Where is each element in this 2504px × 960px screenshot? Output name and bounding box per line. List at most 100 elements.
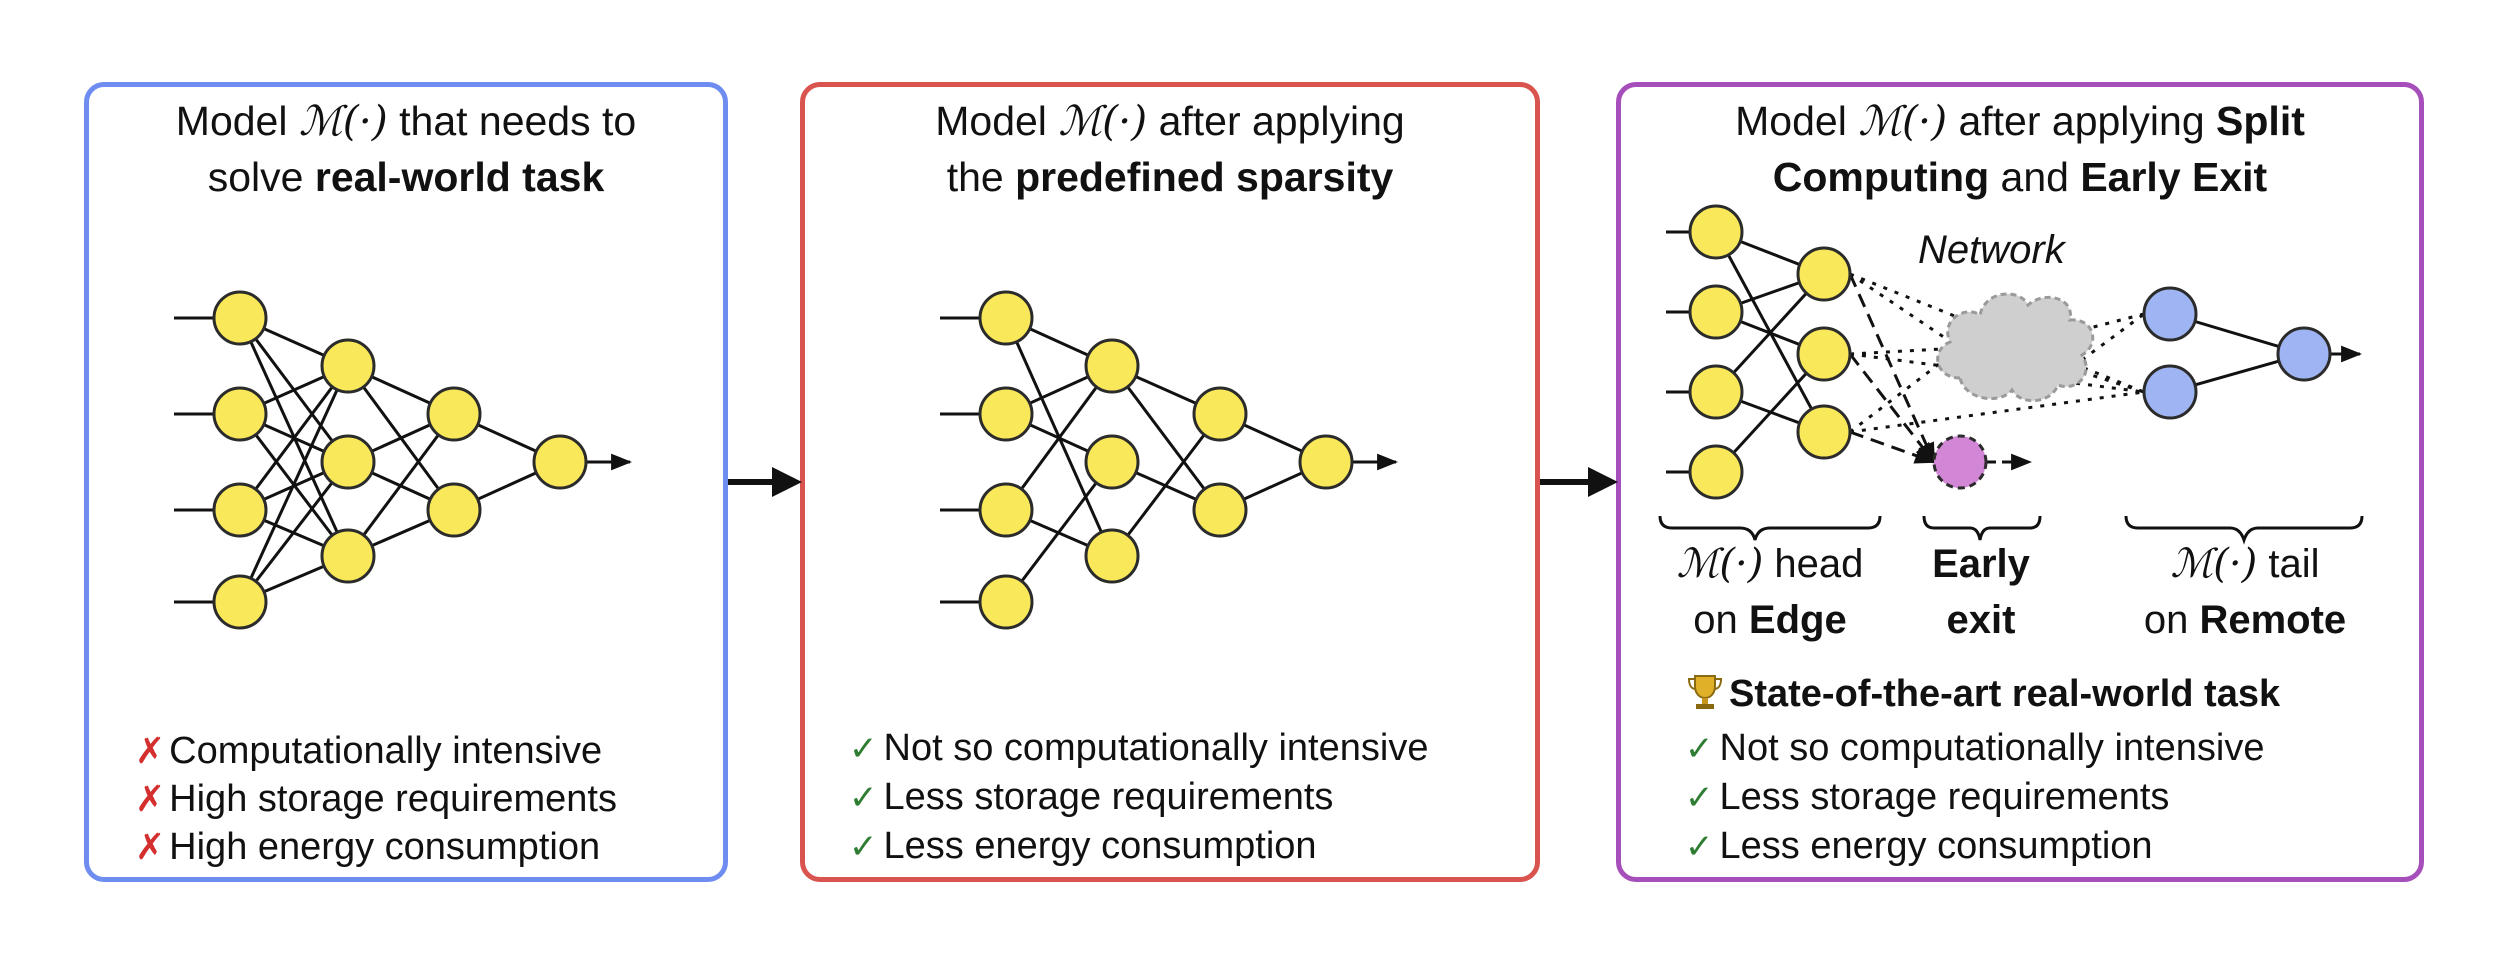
- panel-title-split: Model ℳ(·) after applying Split Computin…: [1621, 93, 2419, 205]
- title-text: solve: [207, 154, 315, 200]
- list-item: ✗ High energy consumption: [135, 823, 617, 871]
- neuron: [1688, 364, 1744, 420]
- early-exit-edge: [1848, 353, 1936, 464]
- cross-icon: ✗: [135, 826, 166, 867]
- brace-head: [1658, 515, 1882, 541]
- title-text: Model: [175, 98, 299, 144]
- list-item-text: Not so computationally intensive: [883, 727, 1429, 769]
- network-link: [1849, 390, 2145, 434]
- list-item-text: Less energy consumption: [1719, 825, 2153, 867]
- label-bold-text: Early: [1932, 542, 2030, 586]
- neuron: [1084, 338, 1140, 394]
- network-link: [2081, 312, 2145, 362]
- neuron: [1192, 482, 1248, 538]
- panel-title-sparse: Model ℳ(·) after applying the predefined…: [805, 93, 1535, 205]
- brace-early-exit: [1922, 515, 2042, 541]
- neuron: [212, 386, 268, 442]
- neuron: [1796, 404, 1852, 460]
- list-item: ✓ Not so computationally intensive: [849, 724, 1428, 773]
- connection-edge: [1004, 365, 1114, 511]
- connection-edge: [346, 413, 456, 557]
- list-item-text: Computationally intensive: [169, 730, 603, 772]
- title-text: that needs to: [387, 98, 637, 144]
- list-item: ✓ Less storage requirements: [1685, 773, 2280, 822]
- neuron: [978, 574, 1034, 630]
- connection-edge: [1110, 365, 1222, 511]
- neuron: [1192, 386, 1248, 442]
- list-item: ✗ Computationally intensive: [135, 727, 617, 775]
- neuron: [426, 482, 482, 538]
- list-item-text: Less storage requirements: [883, 776, 1334, 818]
- connection-edge: [1110, 413, 1222, 557]
- brace-tail: [2124, 515, 2364, 545]
- list-item-text: Less storage requirements: [1719, 776, 2170, 818]
- list-item: ✓ Not so computationally intensive: [1685, 724, 2280, 773]
- cross-icon: ✗: [135, 730, 166, 771]
- model-symbol: ℳ(·): [298, 97, 388, 145]
- title-bold-text: real-world task: [314, 154, 605, 200]
- model-symbol: ℳ(·): [2170, 541, 2258, 587]
- benefits-list: ✓ Not so computationally intensive ✓ Less …: [849, 724, 1428, 871]
- neuron: [426, 386, 482, 442]
- remote-neuron: [2142, 286, 2198, 342]
- neuron: [1084, 434, 1140, 490]
- check-icon: ✓: [849, 779, 878, 817]
- list-item: ✓ Less energy consumption: [1685, 822, 2280, 871]
- list-item: ✓ Less storage requirements: [849, 773, 1428, 822]
- network-link: [1849, 352, 2145, 394]
- early-exit-neuron: [1932, 434, 1988, 490]
- cross-icon: ✗: [135, 778, 166, 819]
- panel-original-model: Model ℳ(·) that needs to solve real-worl…: [84, 82, 728, 882]
- neuron: [978, 290, 1034, 346]
- neuron: [1796, 326, 1852, 382]
- list-item-highlight: State-of-the-art real-world task: [1685, 670, 2280, 724]
- title-bold-text: Split: [2216, 98, 2305, 144]
- neuron: [1688, 284, 1744, 340]
- network-label: Network: [1918, 228, 2065, 272]
- panel-split-computing: Model ℳ(·) after applying Split Computin…: [1616, 82, 2424, 882]
- neural-networks: [174, 204, 2363, 630]
- remote-neuron: [2276, 326, 2332, 382]
- neuron: [978, 386, 1034, 442]
- connection-edge: [238, 461, 350, 603]
- neuron: [1298, 434, 1354, 490]
- connection-edge: [238, 365, 350, 603]
- drawbacks-list: ✗ Computationally intensive ✗ High storage…: [135, 727, 617, 871]
- early-exit-edge: [1849, 430, 1936, 464]
- head-on-edge-label: ℳ(·) head on Edge: [1640, 536, 1900, 648]
- title-text: Model: [1735, 98, 1859, 144]
- neuron: [1084, 528, 1140, 584]
- neuron: [1796, 246, 1852, 302]
- title-text: and: [1989, 154, 2081, 200]
- title-text: Model: [935, 98, 1059, 144]
- neuron: [212, 482, 268, 538]
- remote-neuron: [2142, 364, 2198, 420]
- list-item-text: Less energy consumption: [883, 825, 1317, 867]
- label-bold-text: exit: [1946, 598, 2016, 642]
- network-link: [1849, 272, 1961, 350]
- early-exit-label: Early exit: [1906, 536, 2056, 648]
- benefits-list: State-of-the-art real-world task ✓ Not so…: [1685, 670, 2280, 871]
- check-icon: ✓: [849, 828, 878, 866]
- list-item-text: High storage requirements: [169, 778, 617, 820]
- check-icon: ✓: [1685, 730, 1714, 768]
- label-text: head: [1763, 542, 1864, 586]
- label-text: on: [2143, 598, 2200, 642]
- model-symbol: ℳ(·): [1058, 97, 1148, 145]
- label-text: tail: [2257, 542, 2320, 586]
- neuron: [978, 482, 1034, 538]
- neuron: [1688, 204, 1744, 260]
- list-item: ✓ Less energy consumption: [849, 822, 1428, 871]
- label-bold-text: Remote: [2199, 598, 2347, 642]
- model-symbol: ℳ(·): [1676, 541, 1764, 587]
- title-bold-text: Early Exit: [2080, 154, 2268, 200]
- check-icon: ✓: [1685, 828, 1714, 866]
- cloud-icon: [1936, 292, 2095, 403]
- panel-title-original: Model ℳ(·) that needs to solve real-worl…: [89, 93, 723, 205]
- neuron: [320, 338, 376, 394]
- early-exit-edge: [1848, 273, 1936, 464]
- neuron: [532, 434, 588, 490]
- label-text: on: [1693, 598, 1749, 642]
- list-item-text: State-of-the-art real-world task: [1729, 673, 2281, 715]
